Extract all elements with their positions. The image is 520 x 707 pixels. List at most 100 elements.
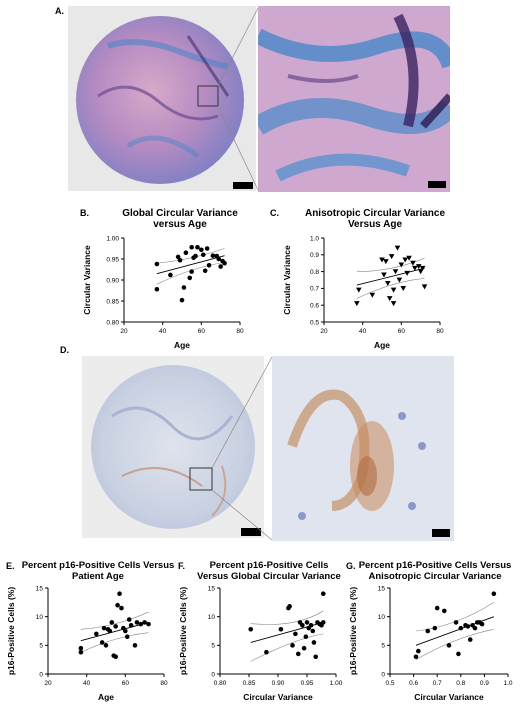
data-point xyxy=(432,625,438,631)
y-tick-label: 10 xyxy=(378,614,386,621)
x-axis-label: Age xyxy=(174,340,190,350)
y-tick-label: 5 xyxy=(211,643,215,650)
data-point xyxy=(320,591,326,597)
data-point xyxy=(410,260,416,266)
chart-e-p16-vs-age: 20 40 60 80 0 5 10 15 Age p16-Positive Cells (%) xyxy=(6,585,168,702)
data-point xyxy=(390,287,397,293)
confidence-band-lower xyxy=(415,628,494,660)
data-point xyxy=(248,626,254,632)
data-point xyxy=(134,620,140,625)
data-point xyxy=(132,643,138,648)
trichrome-overview-image xyxy=(68,6,256,191)
x-axis-label: Circular Variance xyxy=(243,692,313,702)
y-tick-label: 1.0 xyxy=(310,235,319,242)
data-point xyxy=(465,624,471,629)
x-tick-label: 0.5 xyxy=(385,680,394,687)
data-point xyxy=(400,286,407,291)
regression-line xyxy=(80,621,149,642)
p16-overview-image xyxy=(82,356,264,538)
data-point xyxy=(406,255,412,261)
y-tick-label: 0.90 xyxy=(106,277,119,284)
x-tick-label: 20 xyxy=(44,680,52,687)
data-point xyxy=(199,247,204,253)
y-tick-label: 0 xyxy=(211,671,215,678)
panel-label-a: A. xyxy=(55,6,64,16)
data-point xyxy=(379,257,385,263)
data-point xyxy=(416,648,421,654)
data-point xyxy=(396,277,403,283)
chart-g-title: Percent p16-Positive Cells Versus Anisot… xyxy=(350,560,520,582)
data-point xyxy=(138,621,144,627)
data-point xyxy=(175,254,181,260)
data-point xyxy=(204,246,210,251)
x-tick-label: 20 xyxy=(120,328,128,335)
data-point xyxy=(453,620,459,625)
y-tick-label: 0.6 xyxy=(310,303,319,310)
x-tick-label: 60 xyxy=(122,680,130,687)
data-point xyxy=(146,621,151,627)
data-point xyxy=(195,244,200,250)
data-point xyxy=(113,654,118,660)
data-point xyxy=(124,634,130,640)
confidence-band-lower xyxy=(80,632,149,653)
data-point xyxy=(78,649,84,655)
data-point xyxy=(441,608,447,614)
chart-c-title-line1: Anisotropic Circular Variance xyxy=(304,208,446,219)
x-tick-label: 0.85 xyxy=(243,680,256,687)
data-point xyxy=(287,604,292,609)
chart-b-global-cv-vs-age: 20 40 60 80 0.80 0.85 0.90 0.95 1.00 Age Circular … xyxy=(82,235,244,350)
x-tick-label: 60 xyxy=(398,328,406,335)
data-point xyxy=(218,264,223,269)
data-point xyxy=(113,624,118,629)
data-point xyxy=(189,244,194,250)
y-axis-label: p16-Positive Cells (%) xyxy=(348,587,358,676)
data-point xyxy=(154,261,160,267)
data-point xyxy=(107,628,113,634)
chart-c-aniso-cv-vs-age: 20 40 60 80 0.5 0.6 0.7 0.8 0.9 1.0 Age Circular Va… xyxy=(282,235,444,350)
data-point xyxy=(290,643,295,648)
x-tick-label: 20 xyxy=(320,328,328,335)
chart-g-title-line2: Anisotropic Circular Variance xyxy=(368,571,502,582)
data-point xyxy=(472,625,478,631)
data-point xyxy=(446,643,452,648)
data-point xyxy=(479,621,485,627)
panel-label-e: E. xyxy=(6,561,15,571)
x-axis-label: Age xyxy=(374,340,390,350)
y-tick-label: 0.80 xyxy=(106,319,119,326)
y-tick-label: 0.95 xyxy=(106,256,119,263)
data-point xyxy=(415,264,422,270)
data-point xyxy=(123,628,128,634)
confidence-band-upper xyxy=(250,610,324,625)
x-tick-label: 80 xyxy=(160,680,168,687)
p16-zoom-image xyxy=(272,356,454,541)
data-point xyxy=(320,620,326,625)
data-point xyxy=(413,654,419,660)
panel-label-g: G. xyxy=(346,561,356,571)
data-point xyxy=(394,245,401,251)
x-tick-label: 40 xyxy=(83,680,91,687)
data-point xyxy=(177,257,183,263)
data-point xyxy=(99,640,105,645)
data-point xyxy=(458,625,464,631)
confidence-band-upper xyxy=(415,602,495,632)
chart-f-title-line2: Versus Global Circular Variance xyxy=(197,571,341,582)
data-point xyxy=(128,622,134,628)
panel-label-f: F. xyxy=(178,561,186,571)
y-tick-label: 0.9 xyxy=(310,252,319,259)
x-tick-label: 1.0 xyxy=(503,680,512,687)
data-point xyxy=(200,252,206,258)
trichrome-zoom-image xyxy=(258,6,450,192)
panel-label-c: C. xyxy=(270,208,279,218)
data-point xyxy=(398,262,405,268)
data-point xyxy=(154,286,160,292)
y-tick-label: 0.8 xyxy=(310,269,319,276)
data-point xyxy=(434,605,440,611)
chart-c-title: Anisotropic Circular Variance Versus Age xyxy=(285,208,465,230)
x-tick-label: 80 xyxy=(436,328,444,335)
chart-c-title-line2: Versus Age xyxy=(347,219,403,230)
y-tick-label: 0 xyxy=(381,671,385,678)
data-point xyxy=(412,265,418,271)
data-point xyxy=(296,651,301,657)
chart-b-title-line1: Global Circular Variance xyxy=(122,208,238,219)
chart-e-title-line1: Percent p16-Positive Cells Versus xyxy=(21,560,175,571)
